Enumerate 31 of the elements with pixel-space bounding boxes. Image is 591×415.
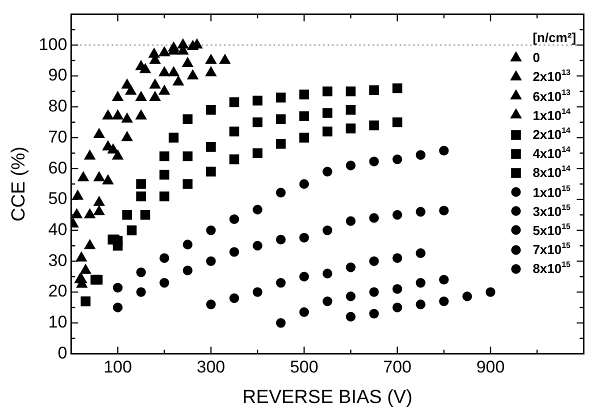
legend-label: 8x10$^{14}$ <box>532 163 571 182</box>
y-tick-label: 50 <box>48 189 68 208</box>
y-tick-label: 60 <box>48 158 68 178</box>
legend-label: 1x10$^{14}$ <box>532 106 571 125</box>
y-tick-label: 100 <box>38 34 68 54</box>
legend-label: 6x10$^{13}$ <box>532 86 571 106</box>
legend-title: [n/cm²] <box>532 29 576 48</box>
y-tick-label: 20 <box>48 282 68 301</box>
y-tick-label: 0 <box>58 343 68 362</box>
legend-label: 5x10$^{15}$ <box>532 220 571 240</box>
y-tick-label: 40 <box>48 220 68 239</box>
legend-label: 3x10$^{15}$ <box>532 202 571 221</box>
x-tick-label: 100 <box>104 358 132 377</box>
legend-label: 2x10$^{14}$ <box>532 124 571 144</box>
y-tick-label: 70 <box>48 127 68 146</box>
legend-label: 8x10$^{15}$ <box>532 259 571 278</box>
legend-label: 4x10$^{14}$ <box>532 144 571 164</box>
y-tick-label: 30 <box>48 250 68 270</box>
x-tick-label: 700 <box>383 358 412 377</box>
y-tick-label: 90 <box>48 66 68 85</box>
x-tick-label: 500 <box>290 358 318 377</box>
legend-label: 0 <box>532 49 540 68</box>
y-tick-label: 10 <box>48 312 68 332</box>
legend-label: 7x10$^{15}$ <box>532 240 571 260</box>
legend-label: 1x10$^{15}$ <box>532 182 571 202</box>
x-axis-title: REVERSE BIAS (V) <box>242 386 412 408</box>
y-axis-title: CCE (%) <box>8 146 30 222</box>
x-tick-label: 900 <box>476 358 505 377</box>
legend-label: 2x10$^{13}$ <box>532 67 571 86</box>
x-tick-label: 300 <box>196 358 226 377</box>
y-tick-label: 80 <box>48 96 68 116</box>
